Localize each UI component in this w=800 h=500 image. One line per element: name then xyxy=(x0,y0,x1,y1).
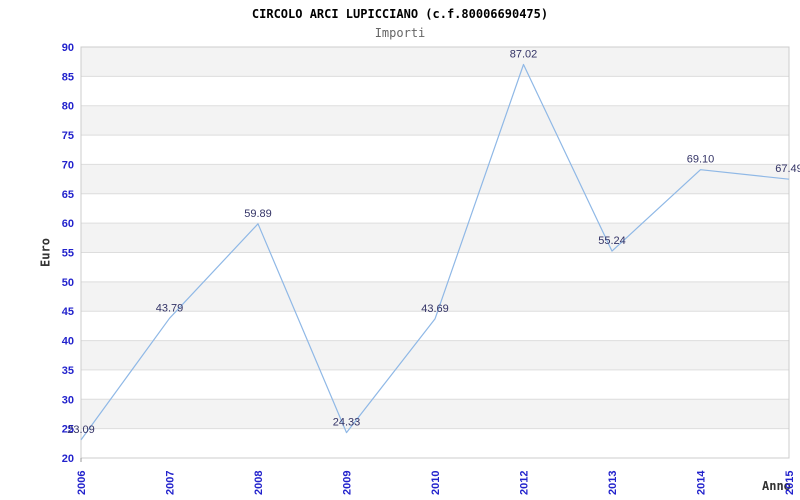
y-tick-label: 55 xyxy=(62,248,74,260)
y-tick-label: 25 xyxy=(62,424,74,436)
chart-title: CIRCOLO ARCI LUPICCIANO (c.f.80006690475… xyxy=(251,7,549,21)
y-tick-label: 90 xyxy=(62,42,74,54)
x-tick-label: 2013 xyxy=(607,471,619,495)
point-label: 69.10 xyxy=(687,154,715,166)
grid-band xyxy=(81,105,789,136)
point-label: 43.69 xyxy=(421,303,449,315)
grid-band xyxy=(81,47,789,77)
y-tick-label: 85 xyxy=(62,71,74,83)
x-tick-label: 2014 xyxy=(696,470,708,495)
chart-subtitle: Importi xyxy=(374,26,426,40)
plot-border xyxy=(80,46,790,459)
y-tick-label: 80 xyxy=(62,101,74,113)
y-tick-label: 70 xyxy=(62,159,74,171)
grid-band xyxy=(81,399,789,429)
x-tick-label: 2015 xyxy=(784,471,796,495)
point-label: 55.24 xyxy=(598,235,626,247)
x-tick-label: 2008 xyxy=(253,471,265,495)
grid-band xyxy=(81,340,789,370)
point-label: 23.09 xyxy=(67,424,95,436)
y-tick-label: 35 xyxy=(62,365,74,377)
x-tick-label: 2012 xyxy=(519,471,531,495)
grid-band xyxy=(81,164,789,194)
x-tick-label: 2006 xyxy=(76,471,88,495)
point-label: 59.89 xyxy=(244,208,272,220)
y-tick-label: 60 xyxy=(62,218,74,230)
series-line xyxy=(80,63,790,441)
point-label: 43.79 xyxy=(156,302,184,314)
y-tick-label: 40 xyxy=(62,336,74,348)
point-label: 87.02 xyxy=(510,49,538,61)
y-tick-label: 65 xyxy=(62,189,74,201)
y-tick-label: 50 xyxy=(62,277,74,289)
point-label: 67.49 xyxy=(775,163,800,175)
y-tick-label: 45 xyxy=(62,306,74,318)
y-tick-label: 30 xyxy=(62,394,74,406)
point-label: 24.33 xyxy=(333,417,361,429)
x-tick-label: 2009 xyxy=(342,471,354,495)
grid-band xyxy=(81,223,789,253)
x-tick-label: 2007 xyxy=(165,471,177,495)
y-tick-label: 75 xyxy=(62,130,74,142)
x-axis-title: Anno xyxy=(762,479,791,493)
x-tick-label: 2010 xyxy=(430,471,442,495)
y-tick-label: 20 xyxy=(62,453,74,465)
